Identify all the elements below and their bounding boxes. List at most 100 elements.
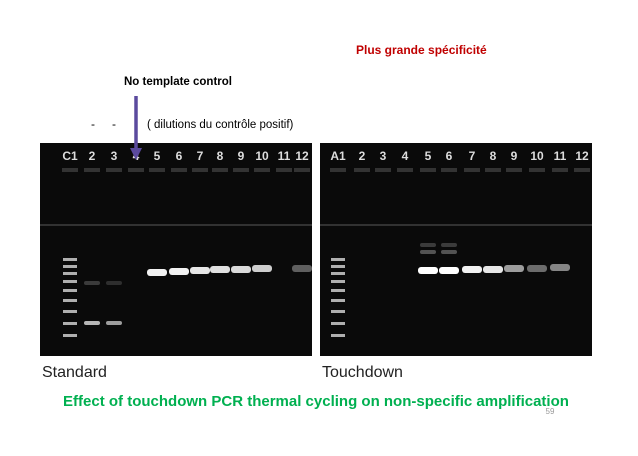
well [106, 168, 122, 172]
lane-label: 2 [359, 149, 366, 163]
dna-band [190, 267, 210, 274]
dna-band [483, 266, 503, 273]
ladder-band [63, 299, 77, 302]
well [354, 168, 370, 172]
dna-band [441, 250, 457, 254]
dna-band [462, 266, 482, 273]
lane-label: 5 [425, 149, 432, 163]
ladder-band [63, 322, 77, 325]
minus-sign: - [112, 117, 116, 131]
well [171, 168, 187, 172]
well [375, 168, 391, 172]
lane-label: 7 [469, 149, 476, 163]
well [62, 168, 78, 172]
lane-label: 9 [511, 149, 518, 163]
dna-band [169, 268, 189, 275]
well [485, 168, 501, 172]
lane-label: 4 [402, 149, 409, 163]
dna-band [420, 243, 436, 247]
dna-band [441, 243, 457, 247]
dna-band [439, 267, 459, 274]
well [506, 168, 522, 172]
lane-label: 8 [217, 149, 224, 163]
ladder-band [63, 258, 77, 261]
dna-band [231, 266, 251, 273]
lane-label: 12 [295, 149, 309, 163]
ladder-band [63, 334, 77, 337]
lane-label: 11 [554, 149, 567, 163]
well [330, 168, 346, 172]
ladder-band [63, 265, 77, 268]
ladder-band [331, 258, 345, 261]
arrow-head [130, 148, 142, 160]
ladder-band [331, 272, 345, 275]
ladder-band [331, 322, 345, 325]
ladder-band [331, 280, 345, 283]
lane-label: 10 [255, 149, 269, 163]
ladder-band [331, 265, 345, 268]
well [192, 168, 208, 172]
well [574, 168, 590, 172]
well [128, 168, 144, 172]
lane-label: C1 [62, 149, 78, 163]
well [254, 168, 270, 172]
dna-band [527, 265, 547, 272]
lane-label: 12 [575, 149, 589, 163]
ladder-band [63, 272, 77, 275]
well [464, 168, 480, 172]
page-number: 59 [546, 407, 555, 416]
ladder-band [331, 334, 345, 337]
dna-band [550, 264, 570, 271]
dna-band [252, 265, 272, 272]
lane-label: 3 [380, 149, 387, 163]
dna-band [420, 250, 436, 254]
well [294, 168, 310, 172]
minus-sign: - [91, 117, 95, 131]
lane-label: 2 [89, 149, 96, 163]
ladder-band [63, 280, 77, 283]
gel-label: Touchdown [322, 364, 403, 381]
gel-image [320, 143, 592, 356]
dna-band [147, 269, 167, 276]
well [552, 168, 568, 172]
ladder-band [63, 310, 77, 313]
gel-label: Standard [42, 364, 107, 381]
dna-band [84, 281, 100, 285]
ntc-label: No template control [124, 76, 232, 88]
slide-title: Plus grande spécificité [356, 43, 487, 57]
well [149, 168, 165, 172]
well [441, 168, 457, 172]
well [233, 168, 249, 172]
well [212, 168, 228, 172]
dna-band [84, 321, 100, 325]
lane-label: A1 [330, 149, 346, 163]
well [420, 168, 436, 172]
lane-label: 3 [111, 149, 118, 163]
lane-label: 8 [490, 149, 497, 163]
well [529, 168, 545, 172]
well [397, 168, 413, 172]
lane-label: 9 [238, 149, 245, 163]
dna-band [210, 266, 230, 273]
gels: C123456789101112StandardA123456789101112… [40, 143, 592, 381]
lane-label: 7 [197, 149, 204, 163]
ladder-band [63, 289, 77, 292]
dna-band [292, 265, 312, 272]
lane-label: 5 [154, 149, 161, 163]
ladder-band [331, 310, 345, 313]
well [276, 168, 292, 172]
lane-label: 10 [530, 149, 544, 163]
dna-band [106, 281, 122, 285]
dna-band [106, 321, 122, 325]
gel-image [40, 143, 312, 356]
dna-band [504, 265, 524, 272]
ladder-band [331, 289, 345, 292]
lane-label: 6 [176, 149, 183, 163]
ladder-band [331, 299, 345, 302]
dilutions-label: ( dilutions du contrôle positif) [147, 119, 294, 131]
lane-label: 6 [446, 149, 453, 163]
well [84, 168, 100, 172]
dna-band [418, 267, 438, 274]
